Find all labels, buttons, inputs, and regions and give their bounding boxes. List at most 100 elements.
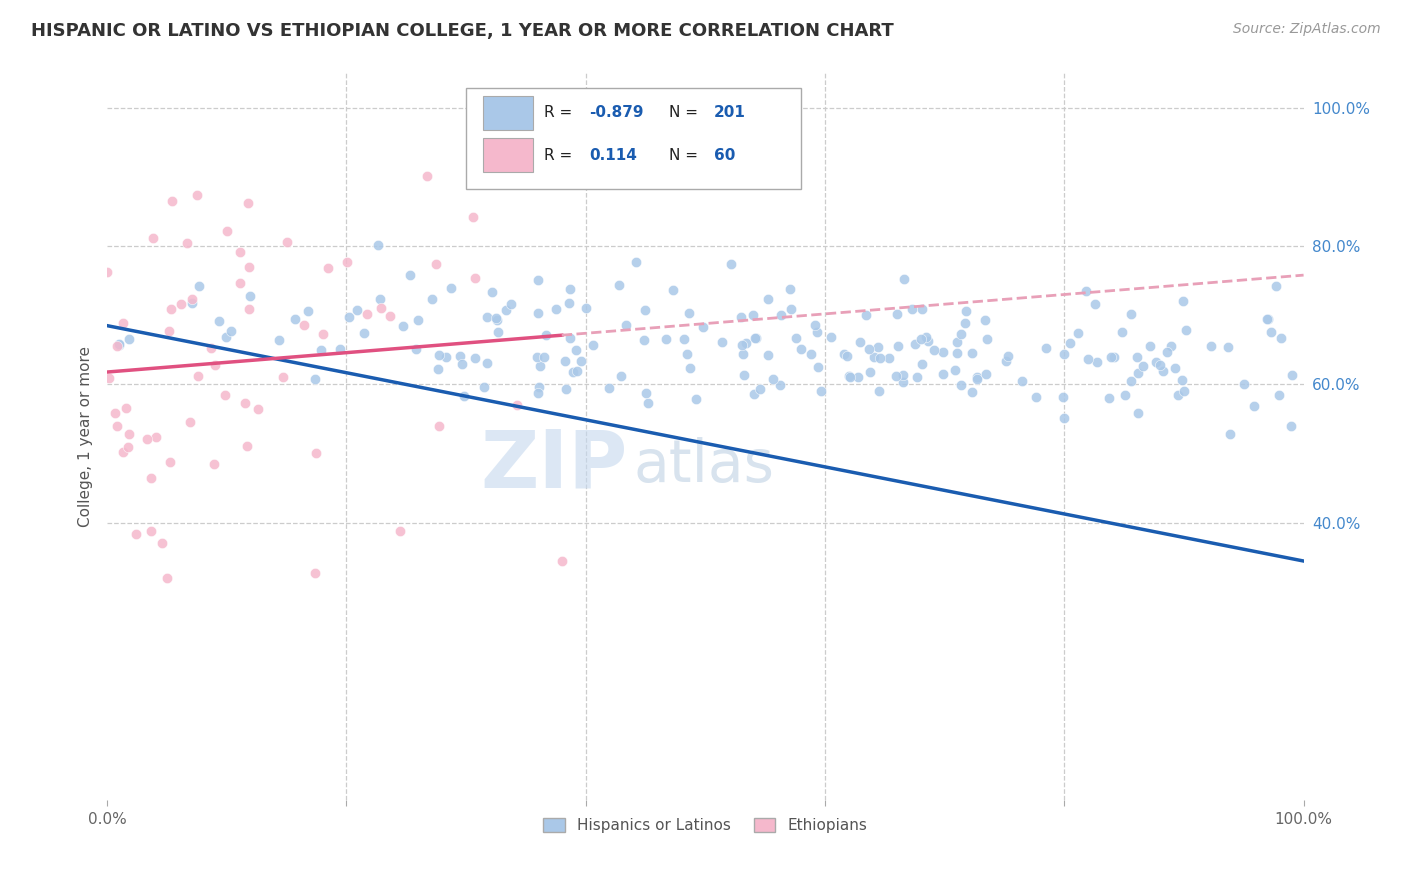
Point [554, 353, 576, 368]
Point [1233, 377, 1256, 392]
Point [208, 314, 231, 328]
Point [1256, 312, 1278, 326]
Point [745, 331, 768, 345]
Point [464, 270, 486, 285]
Point [749, 382, 772, 396]
Point [392, 319, 415, 334]
Text: N =: N = [669, 105, 703, 120]
Point [932, 367, 955, 381]
Point [863, 350, 886, 364]
Point [1025, 390, 1047, 404]
Point [634, 302, 657, 317]
Point [1102, 351, 1125, 365]
Point [353, 326, 375, 340]
Point [105, 419, 128, 434]
Point [1111, 325, 1133, 339]
Point [117, 440, 139, 454]
Point [966, 372, 988, 386]
Point [869, 351, 891, 366]
Point [769, 378, 792, 392]
Point [187, 369, 209, 384]
Point [112, 445, 135, 459]
Point [1074, 284, 1097, 298]
Point [790, 342, 813, 356]
Point [136, 432, 159, 446]
Point [449, 349, 471, 363]
Point [1121, 307, 1143, 321]
Point [1219, 427, 1241, 442]
Text: HISPANIC OR LATINO VS ETHIOPIAN COLLEGE, 1 YEAR OR MORE CORRELATION CHART: HISPANIC OR LATINO VS ETHIOPIAN COLLEGE,… [31, 22, 894, 40]
Point [1052, 390, 1074, 404]
Point [868, 384, 890, 399]
Point [610, 368, 633, 383]
Point [911, 301, 934, 316]
Point [731, 346, 754, 360]
Point [779, 301, 801, 316]
Point [159, 455, 181, 469]
Point [662, 284, 685, 298]
Text: R =: R = [544, 147, 576, 162]
Point [1257, 312, 1279, 326]
Point [820, 330, 842, 344]
Point [1160, 338, 1182, 352]
Point [1164, 360, 1187, 375]
Point [1267, 387, 1289, 401]
Point [678, 306, 700, 320]
Point [215, 329, 238, 343]
Point [905, 370, 928, 384]
Point [464, 351, 486, 365]
Point [1132, 359, 1154, 373]
Point [1171, 293, 1194, 308]
Point [415, 169, 437, 184]
FancyBboxPatch shape [482, 138, 533, 172]
Point [247, 402, 270, 417]
Point [1167, 388, 1189, 402]
Point [337, 310, 360, 325]
Point [769, 308, 792, 322]
Text: 201: 201 [714, 105, 745, 120]
Point [731, 338, 754, 352]
Point [565, 364, 588, 378]
Point [997, 349, 1019, 363]
Point [554, 382, 576, 396]
Point [891, 375, 914, 389]
Point [238, 260, 260, 274]
Point [188, 278, 211, 293]
Point [673, 332, 696, 346]
Point [112, 316, 135, 330]
Point [1114, 388, 1136, 402]
Point [186, 187, 208, 202]
Point [1128, 406, 1150, 420]
Point [451, 358, 474, 372]
Point [949, 327, 972, 342]
Point [160, 301, 183, 316]
Point [1053, 410, 1076, 425]
Point [98, 370, 121, 384]
Point [142, 231, 165, 245]
Point [735, 336, 758, 351]
Point [529, 359, 551, 373]
Point [368, 292, 391, 306]
Point [806, 325, 828, 339]
Point [145, 430, 167, 444]
Point [202, 457, 225, 471]
Point [235, 439, 257, 453]
Point [710, 334, 733, 349]
Point [560, 282, 582, 296]
Point [297, 304, 319, 318]
Point [434, 350, 457, 364]
Point [800, 347, 823, 361]
Point [1156, 344, 1178, 359]
Point [1216, 340, 1239, 354]
Point [676, 347, 699, 361]
FancyBboxPatch shape [465, 87, 801, 189]
Point [108, 337, 131, 351]
Point [910, 332, 932, 346]
Point [785, 331, 807, 345]
Point [891, 368, 914, 382]
Point [150, 536, 173, 550]
Point [893, 271, 915, 285]
Point [654, 332, 676, 346]
Point [329, 342, 352, 356]
Point [855, 308, 877, 322]
